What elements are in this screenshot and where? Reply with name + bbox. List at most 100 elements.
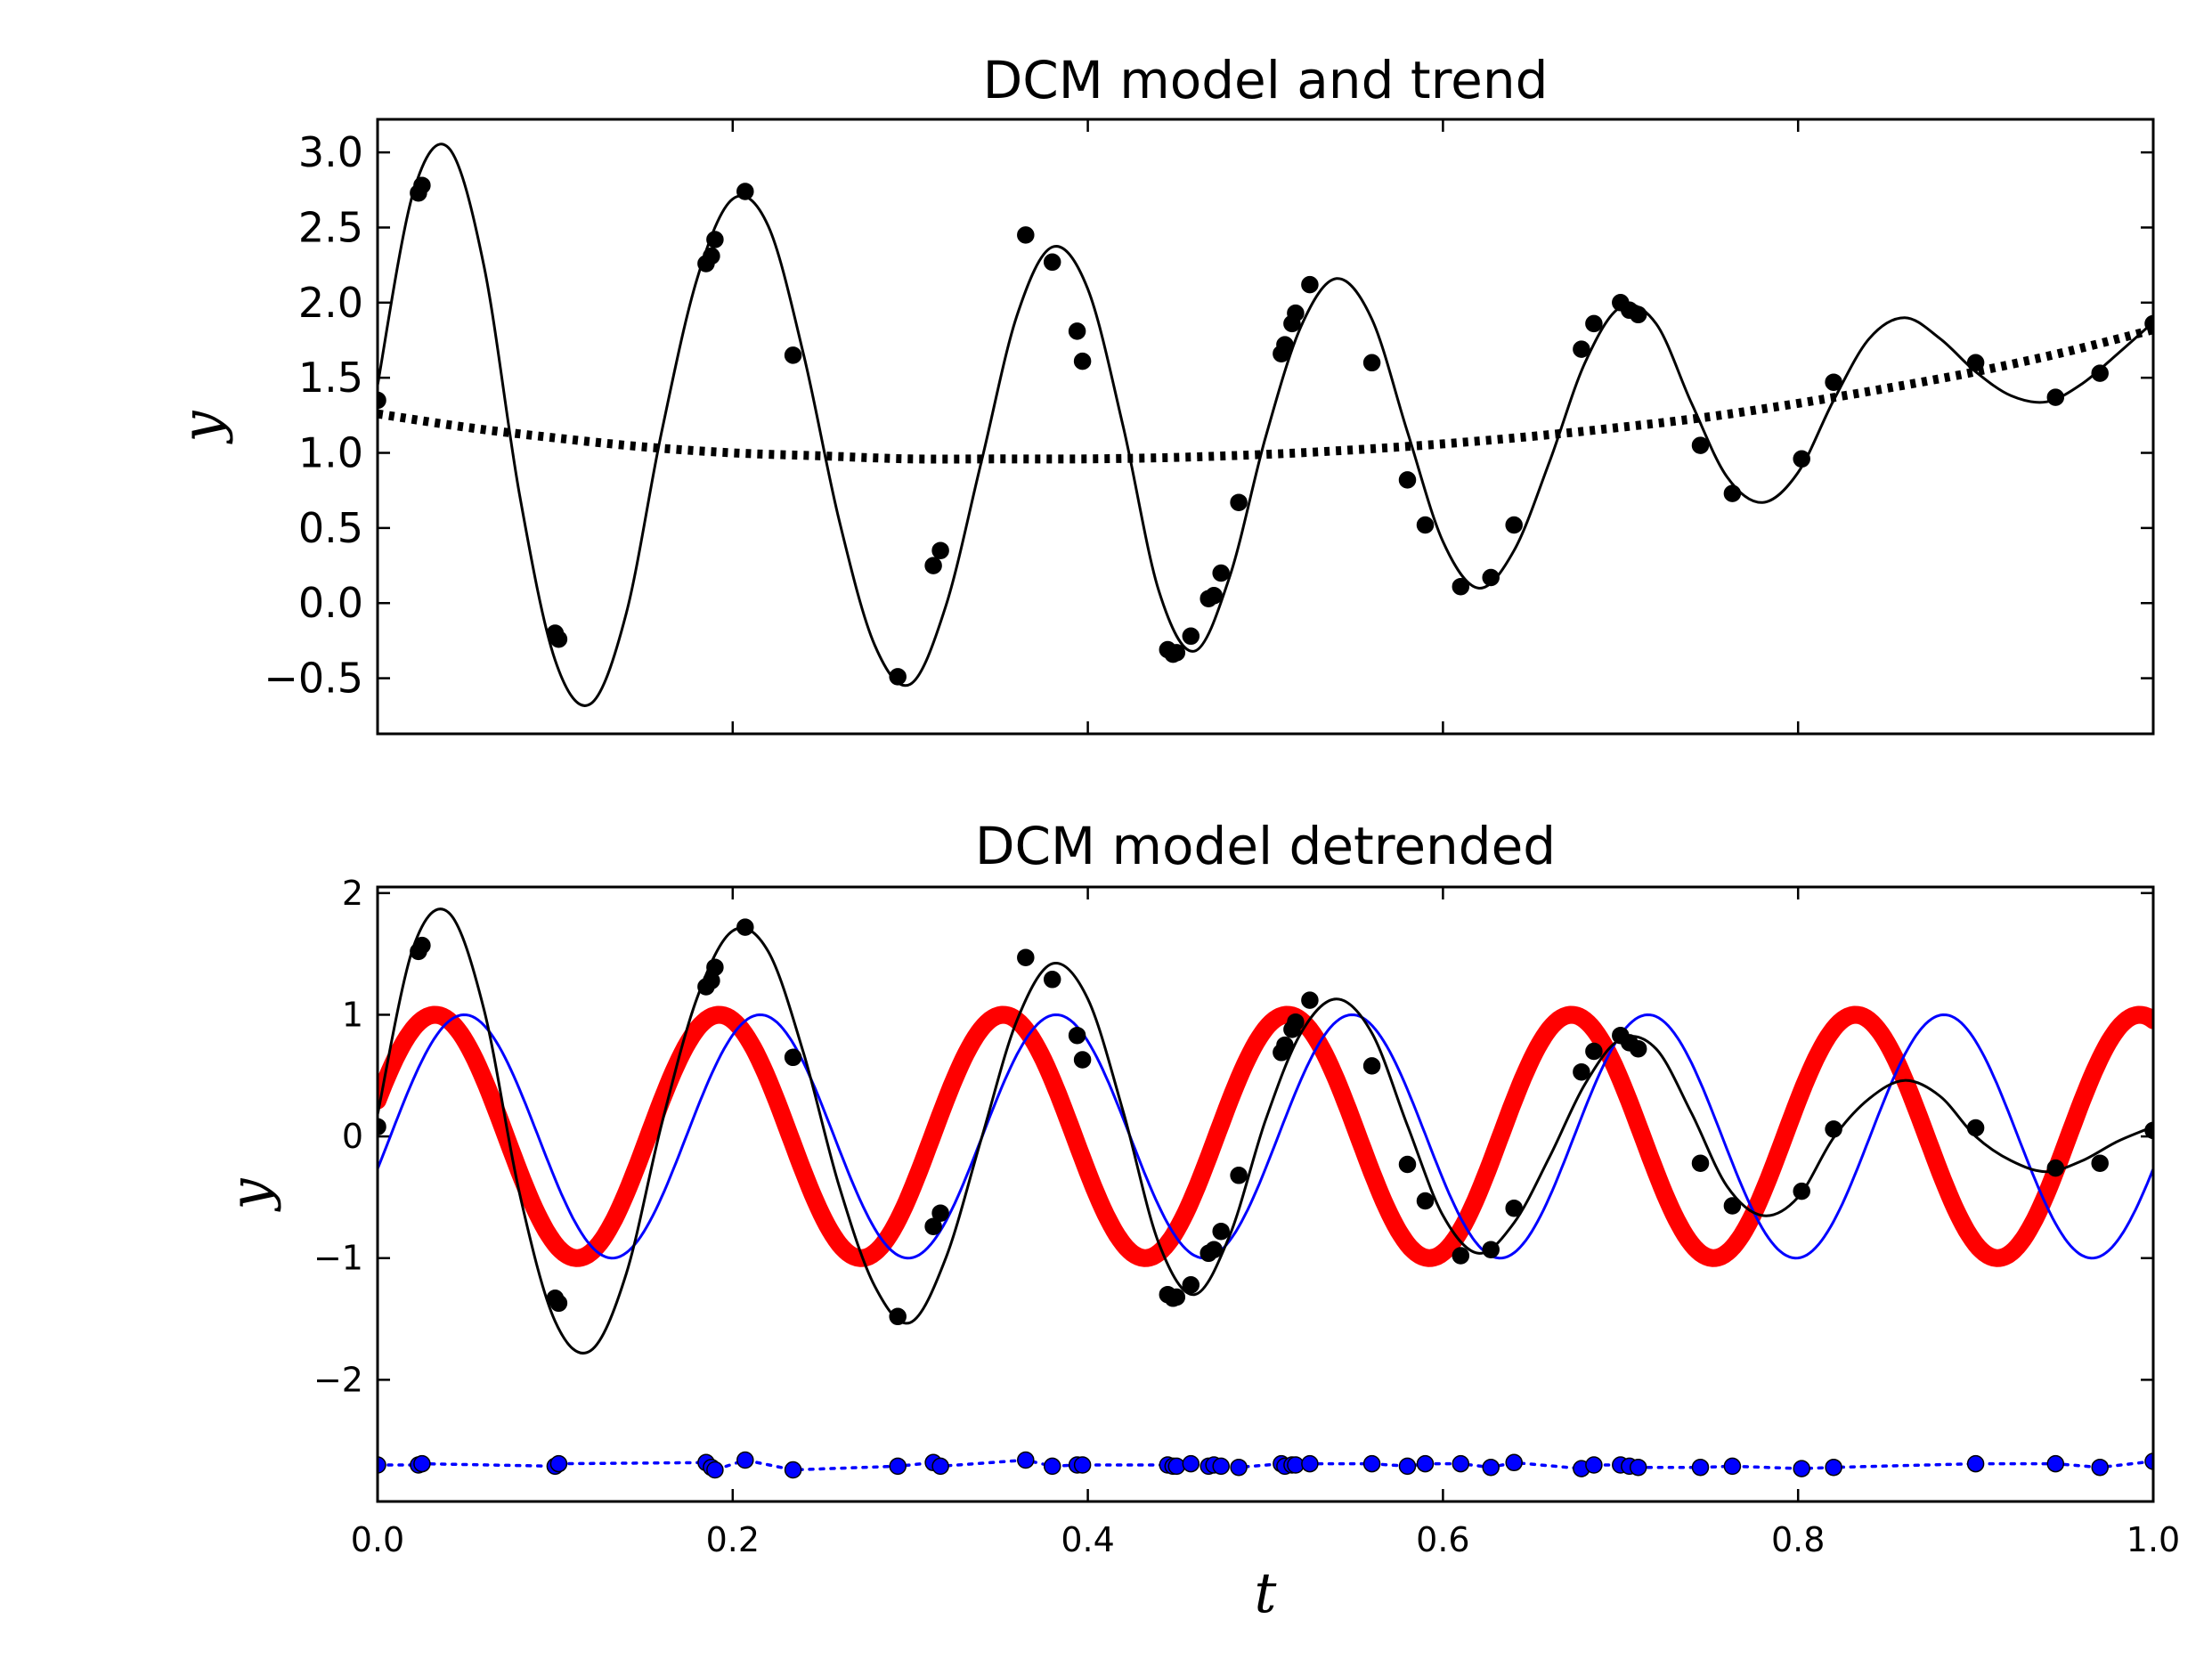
bottom-series-detrended-observations-point <box>1452 1247 1470 1265</box>
top-series-observations-point <box>1966 354 1985 372</box>
bottom-series-residuals-point <box>413 1454 431 1473</box>
bottom-series-detrended-observations-point <box>2046 1159 2065 1177</box>
bottom-series-detrended-observations-point <box>1966 1119 1985 1137</box>
top-series-observations-point <box>1287 304 1305 322</box>
bottom-series-detrended-observations-point <box>889 1307 907 1326</box>
top-series-observations-point <box>1276 336 1294 354</box>
top-series-observations-point <box>1398 471 1417 489</box>
top-series-observations-point <box>889 668 907 686</box>
bottom-series-detrended-observations-point <box>1301 991 1319 1009</box>
bottom-xtick-label: 0.6 <box>1416 1520 1469 1559</box>
bottom-series-detrended-observations-point <box>1629 1039 1647 1058</box>
top-series-observations-point <box>1452 577 1470 596</box>
bottom-series-detrended-observations-point <box>1362 1057 1381 1075</box>
bottom-series-residuals-point <box>1691 1458 1710 1477</box>
bottom-series-detrended-observations-point <box>378 1118 386 1135</box>
bottom-series-residuals-point <box>1966 1454 1985 1473</box>
bottom-series-detrended-observations-point <box>1276 1036 1294 1054</box>
top-series-observations-point <box>1301 275 1319 294</box>
bottom-series-detrended-observations-point <box>1017 948 1035 966</box>
bottom-series-detrended-observations-point <box>549 1294 568 1313</box>
bottom-series-residuals-point <box>378 1456 386 1474</box>
bottom-series-detrended-observations-point <box>1585 1042 1603 1061</box>
top-series-observations-point <box>1230 493 1248 511</box>
top-ytick-label: 1.0 <box>298 429 363 477</box>
bottom-series-detrended-observations-point <box>1068 1026 1086 1045</box>
bottom-series-detrended-observations-point <box>2144 1121 2153 1140</box>
top-series-observations-point <box>1167 644 1186 662</box>
bottom-series-residuals-point <box>2091 1458 2109 1477</box>
bottom-series-detrended-observations-point <box>1205 1241 1223 1258</box>
top-series-observations-point <box>2144 314 2153 333</box>
bottom-series-detrended-observations-point <box>1398 1155 1417 1174</box>
top-ytick-label: 0.0 <box>298 579 363 627</box>
top-series-observations-point <box>1043 253 1061 272</box>
bottom-series-residuals-point <box>2046 1454 2065 1473</box>
bottom-series-detrended-observations-point <box>924 1217 942 1235</box>
bottom-series-residuals-point <box>1182 1454 1200 1473</box>
bottom-ytick-label: 2 <box>342 874 363 913</box>
bottom-series-residuals-point <box>1301 1454 1319 1473</box>
bottom-series-detrended-observations-point <box>1230 1167 1248 1184</box>
bottom-series-detrended-observations-point <box>1723 1197 1742 1215</box>
bottom-series-residuals-point <box>1585 1456 1603 1474</box>
bottom-series-residuals-point <box>1793 1460 1810 1477</box>
bottom-series-residuals-point <box>1482 1458 1500 1477</box>
bottom-series-residuals-point <box>2144 1452 2153 1470</box>
top-series-observations-point <box>1723 484 1742 502</box>
bottom-series-detrended-observations-point <box>1416 1192 1435 1210</box>
top-series-observations-point <box>1691 436 1710 454</box>
bottom-series-residuals-point <box>931 1457 949 1476</box>
bottom-series-residuals-point <box>1362 1454 1381 1473</box>
bottom-plot-frame <box>376 885 2155 1503</box>
top-chart-title: DCM model and trend <box>983 50 1549 110</box>
top-series-observations-point <box>1017 226 1035 244</box>
bottom-ytick-label: 1 <box>342 995 363 1034</box>
bottom-xtick-label: 0.4 <box>1061 1520 1114 1559</box>
bottom-series-residuals-point <box>1723 1457 1742 1476</box>
top-ytick-label: −0.5 <box>264 655 363 703</box>
top-series-observations-point <box>1793 450 1810 468</box>
bottom-xtick-label: 1.0 <box>2127 1520 2180 1559</box>
top-series-observations-point <box>1482 568 1500 587</box>
bottom-chart-title: DCM model detrended <box>975 816 1556 876</box>
top-series-observations-point <box>1629 305 1647 324</box>
bottom-series-residuals-point <box>1017 1451 1035 1469</box>
bottom-xtick-label: 0.2 <box>706 1520 760 1559</box>
top-series-observations-point <box>2091 364 2109 382</box>
bottom-series-residuals-point <box>736 1451 754 1469</box>
bottom-series-detrended-observations-point <box>706 958 724 976</box>
bottom-xtick-label: 0.8 <box>1771 1520 1825 1559</box>
bottom-series-detrended-observations-point <box>1073 1051 1092 1069</box>
bottom-series-residuals-point <box>1167 1457 1186 1476</box>
bottom-series-detrended-observations-point <box>1482 1241 1500 1258</box>
top-series-observations-point <box>1073 352 1092 370</box>
bottom-series-residuals-point <box>1416 1454 1435 1473</box>
bottom-series-detrended-observations-point <box>1182 1276 1200 1294</box>
bottom-series-residuals-point <box>1230 1458 1248 1477</box>
bottom-series-detrended-observations-point <box>931 1204 949 1222</box>
bottom-series-residuals-point <box>1212 1457 1230 1476</box>
top-series-observations-point <box>1362 354 1381 372</box>
top-series-observations-point <box>1585 314 1603 333</box>
top-ytick-label: 1.5 <box>298 354 363 402</box>
bottom-ytick-label: −2 <box>313 1360 363 1399</box>
bottom-series-detrended-observations-point <box>1043 971 1061 989</box>
top-series-observations-point <box>1182 627 1200 646</box>
top-panel: DCM model and trend y −0.5 0.0 0.5 1.0 1.5 2.… <box>169 50 2155 736</box>
bottom-series-residuals-point <box>1073 1456 1092 1474</box>
bottom-series-detrended-observations-point <box>784 1048 802 1067</box>
top-series-observations-point <box>1205 587 1223 605</box>
bottom-x-axis-label: t <box>1255 1560 1277 1625</box>
top-ytick-label: 2.5 <box>298 203 363 251</box>
top-series-observations-point <box>1416 516 1435 534</box>
top-series-observations-point <box>378 391 386 410</box>
top-series-observations-point <box>931 541 949 559</box>
bottom-series-residuals-point <box>889 1457 907 1476</box>
top-ytick-label: 0.5 <box>298 504 363 552</box>
top-series-observations-point <box>703 247 720 265</box>
bottom-series-residuals-point <box>1825 1458 1842 1477</box>
bottom-series-residuals-point <box>1629 1458 1647 1477</box>
